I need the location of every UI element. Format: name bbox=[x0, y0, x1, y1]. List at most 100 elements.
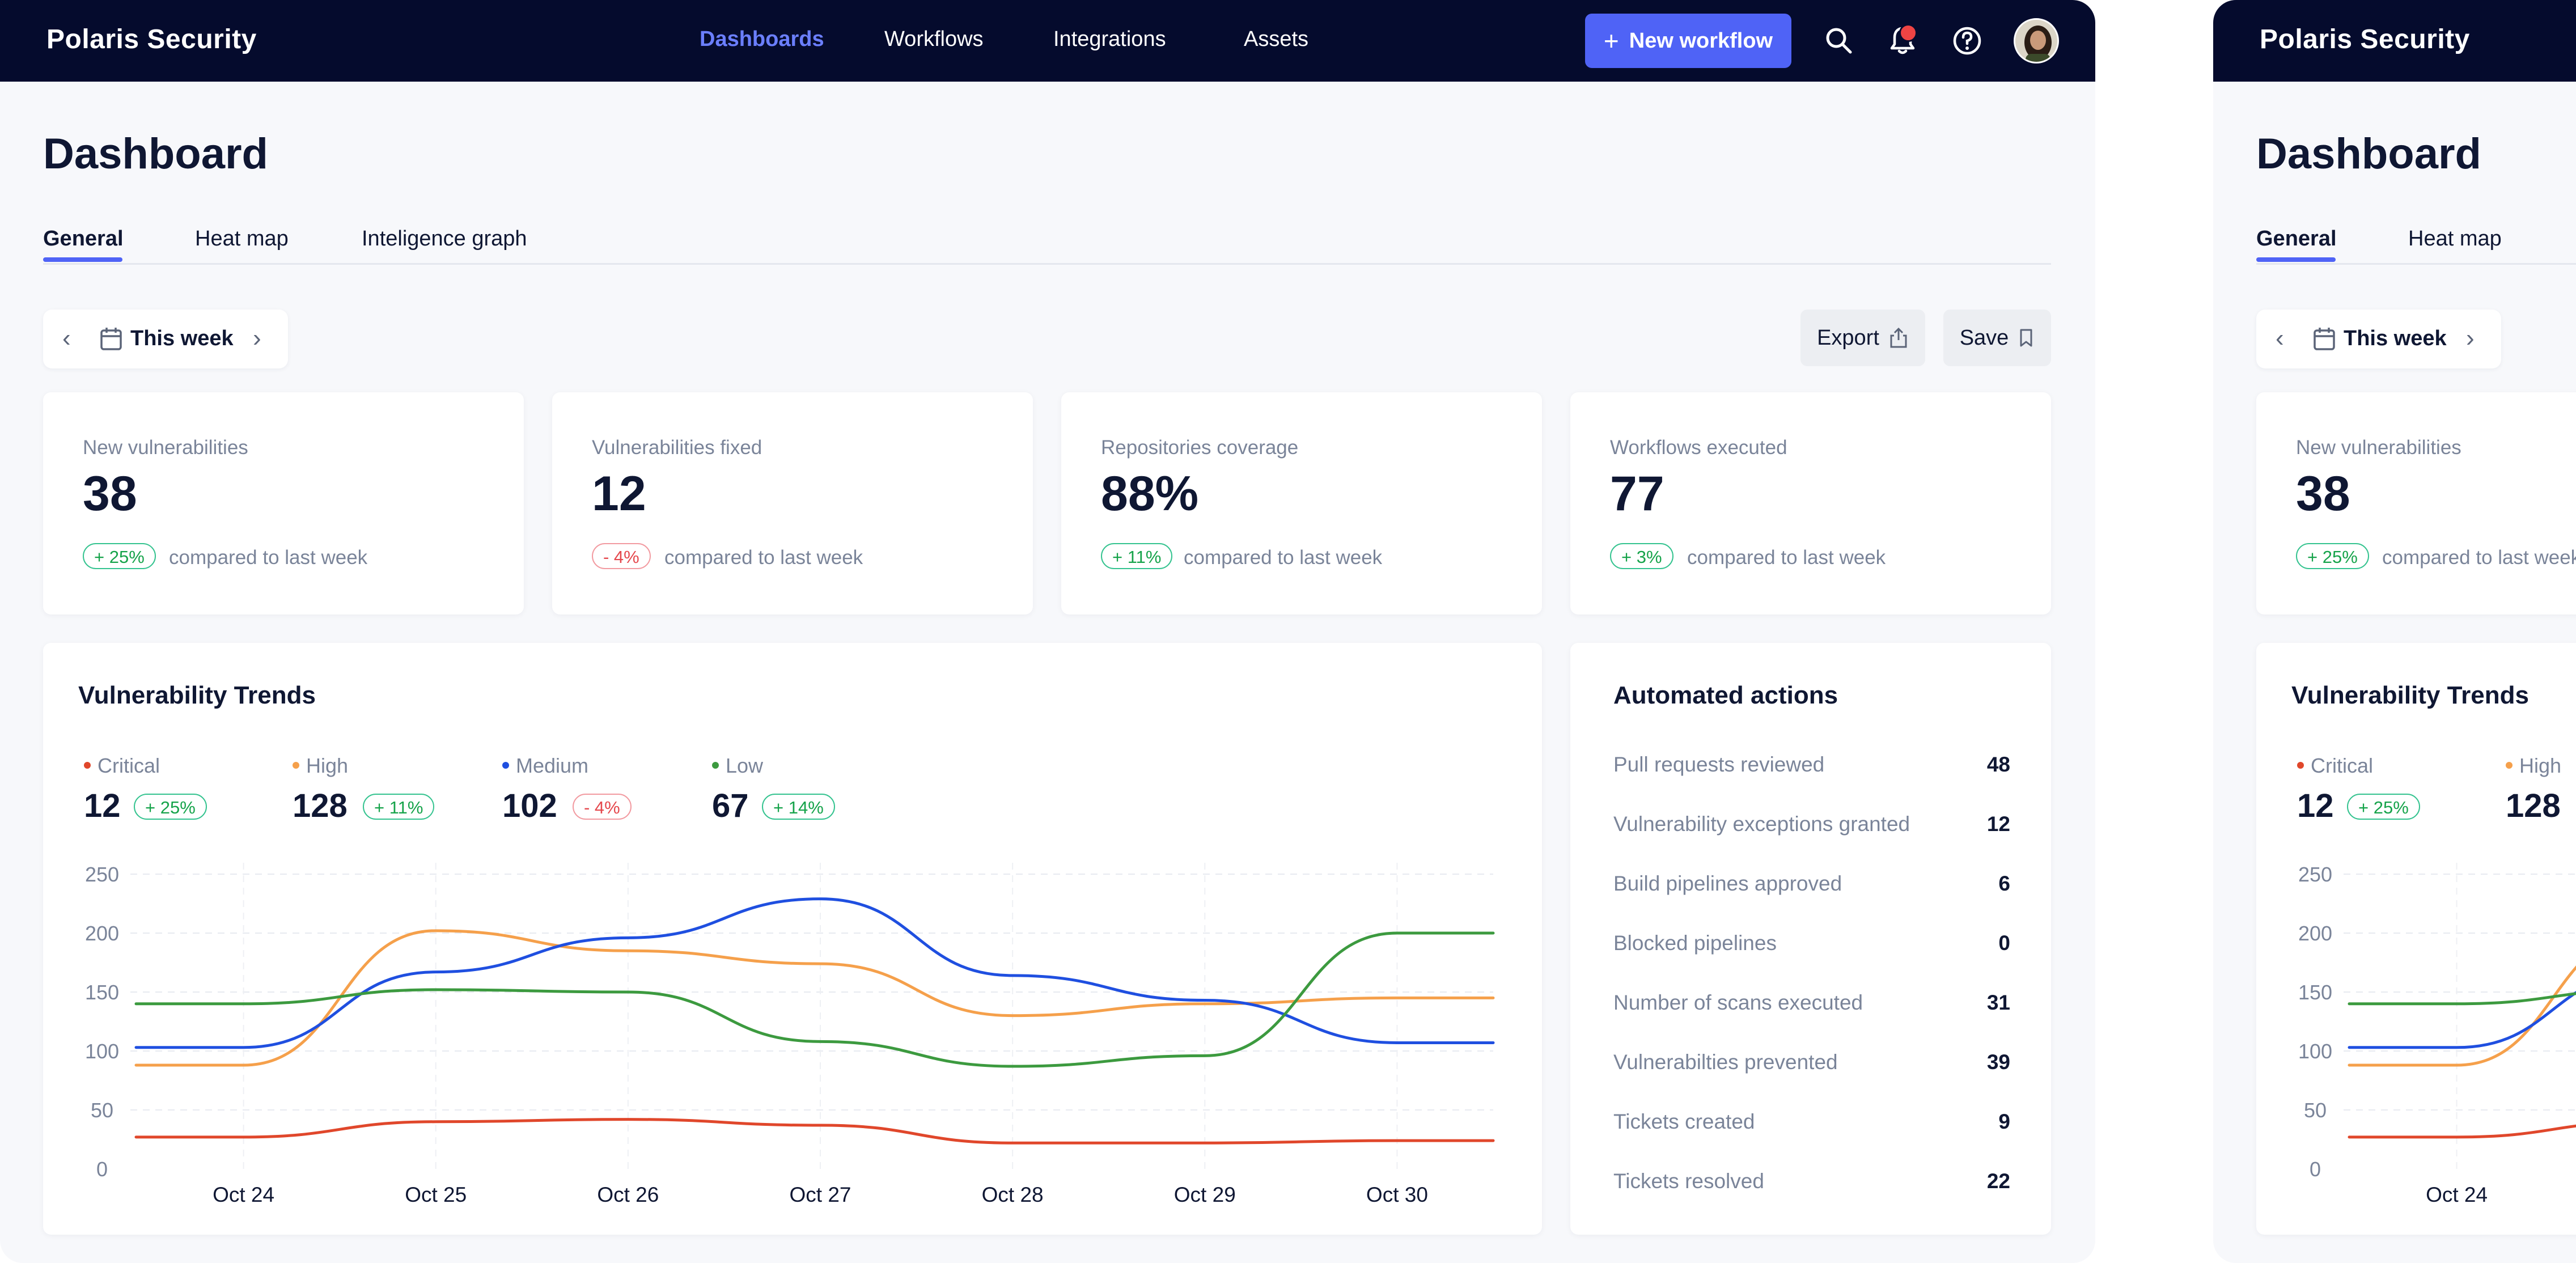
change-badge: - 4% bbox=[592, 543, 651, 569]
change-badge: + 25% bbox=[83, 543, 156, 569]
medium-dot-icon bbox=[502, 762, 509, 769]
brand-logo[interactable]: Polaris Security bbox=[2260, 24, 2470, 54]
series-line-high bbox=[134, 929, 1495, 1067]
stat-value: 88% bbox=[1101, 467, 1199, 521]
series-line-low bbox=[134, 931, 1495, 1068]
severity-critical[interactable]: Critical 12 + 25% bbox=[2297, 754, 2420, 824]
export-button[interactable]: Export bbox=[1800, 310, 1925, 366]
severity-value: 102 bbox=[502, 787, 557, 824]
action-value: 0 bbox=[1998, 931, 2010, 955]
tab-heat-map[interactable]: Heat map bbox=[195, 227, 289, 251]
chevron-left-icon[interactable]: ‹ bbox=[2276, 324, 2284, 352]
user-avatar[interactable] bbox=[2014, 18, 2059, 63]
action-value: 39 bbox=[1986, 1050, 2010, 1074]
y-tick-label: 200 bbox=[85, 922, 119, 945]
severity-name: Low bbox=[726, 754, 764, 777]
y-tick-label: 150 bbox=[85, 981, 119, 1004]
search-icon[interactable] bbox=[1821, 23, 1857, 59]
tab-general[interactable]: General bbox=[2256, 227, 2337, 251]
period-label[interactable]: This week bbox=[2344, 327, 2447, 350]
tab-heat-map[interactable]: Heat map bbox=[2408, 227, 2502, 251]
dashboard-frame: Polaris Security Dashboards Workflows In… bbox=[0, 0, 2095, 1224]
series-line-critical bbox=[134, 1118, 1495, 1145]
series-line-low bbox=[2348, 992, 2576, 1006]
action-row: Pull requests reviewed 48 bbox=[1613, 753, 2010, 787]
nav-assets[interactable]: Assets bbox=[1244, 27, 1309, 51]
stat-value: 77 bbox=[1610, 467, 1664, 521]
action-row: Vulnerability exceptions granted 12 bbox=[1613, 812, 2010, 846]
high-dot-icon bbox=[2506, 762, 2513, 769]
period-label[interactable]: This week bbox=[130, 327, 234, 350]
action-label: Vulnerabilties prevented bbox=[1613, 1050, 1838, 1074]
severity-high[interactable]: High 128 bbox=[2506, 754, 2561, 824]
change-badge: - 4% bbox=[573, 794, 632, 820]
action-label: Tickets resolved bbox=[1613, 1169, 1764, 1193]
action-row: Vulnerabilties prevented 39 bbox=[1613, 1050, 2010, 1084]
dashboard-tabs: General Heat map bbox=[2256, 227, 2576, 265]
brand-logo[interactable]: Polaris Security bbox=[46, 24, 257, 54]
bookmark-icon bbox=[2020, 329, 2032, 347]
dashboard-frame-duplicate: Polaris Security Dashboard General Heat … bbox=[2213, 0, 2576, 1263]
calendar-icon bbox=[100, 328, 122, 350]
help-icon[interactable] bbox=[1949, 23, 1985, 59]
chevron-right-icon[interactable]: › bbox=[253, 324, 261, 352]
comparison-note: compared to last week bbox=[1687, 546, 1886, 569]
action-label: Vulnerability exceptions granted bbox=[1613, 812, 1910, 836]
action-label: Pull requests reviewed bbox=[1613, 753, 1825, 776]
severity-name: High bbox=[306, 754, 349, 777]
stat-label: Workflows executed bbox=[1610, 436, 1787, 459]
save-label: Save bbox=[1959, 325, 2009, 350]
severity-low[interactable]: Low 67 + 14% bbox=[712, 754, 835, 824]
severity-high[interactable]: High 128 + 11% bbox=[293, 754, 435, 824]
chevron-right-icon[interactable]: › bbox=[2466, 324, 2475, 352]
x-tick-label: Oct 25 bbox=[405, 1183, 467, 1206]
stat-card: New vulnerabilities 38 + 25% compared to… bbox=[43, 392, 524, 614]
critical-dot-icon bbox=[84, 762, 91, 769]
nav-workflows[interactable]: Workflows bbox=[884, 27, 984, 51]
chevron-left-icon[interactable]: ‹ bbox=[62, 324, 71, 352]
action-value: 22 bbox=[1986, 1169, 2010, 1193]
top-navbar: Polaris Security bbox=[2213, 0, 2576, 82]
action-value: 6 bbox=[1998, 872, 2010, 895]
comparison-note: compared to last week bbox=[664, 546, 863, 569]
action-label: Blocked pipelines bbox=[1613, 931, 1777, 955]
severity-value: 12 bbox=[84, 787, 121, 824]
severity-value: 12 bbox=[2297, 787, 2334, 824]
action-label: Tickets created bbox=[1613, 1110, 1755, 1133]
new-workflow-button[interactable]: + New workflow bbox=[1585, 14, 1791, 68]
severity-critical[interactable]: Critical 12 + 25% bbox=[84, 754, 207, 824]
low-dot-icon bbox=[712, 762, 719, 769]
comparison-note: compared to last week bbox=[1184, 546, 1383, 569]
stat-card: Repositories coverage 88% + 11% compared… bbox=[1061, 392, 1542, 614]
stat-value: 38 bbox=[2296, 467, 2350, 521]
action-label: Build pipelines approved bbox=[1613, 872, 1842, 895]
y-tick-label: 50 bbox=[91, 1099, 113, 1122]
stat-value: 12 bbox=[592, 467, 646, 521]
x-tick-label: Oct 28 bbox=[982, 1183, 1044, 1206]
action-row: Tickets created 9 bbox=[1613, 1110, 2010, 1144]
y-tick-label: 50 bbox=[2304, 1099, 2327, 1122]
share-icon bbox=[1890, 327, 1907, 348]
tab-intelligence-graph[interactable]: Inteligence graph bbox=[362, 227, 527, 251]
save-button[interactable]: Save bbox=[1943, 310, 2051, 366]
stat-label: New vulnerabilities bbox=[83, 436, 248, 459]
severity-medium[interactable]: Medium 102 - 4% bbox=[502, 754, 632, 824]
change-badge: + 14% bbox=[762, 794, 835, 820]
y-tick-label: 250 bbox=[2298, 863, 2332, 886]
action-row: Number of scans executed 31 bbox=[1613, 991, 2010, 1025]
period-selector: ‹ This week › bbox=[2256, 310, 2501, 368]
page-title: Dashboard bbox=[2256, 130, 2481, 178]
stat-value: 38 bbox=[83, 467, 137, 521]
actions-title: Automated actions bbox=[1613, 681, 1838, 709]
change-badge: + 25% bbox=[134, 794, 207, 820]
series-line-medium bbox=[134, 897, 1495, 1049]
y-tick-label: 150 bbox=[2298, 981, 2332, 1004]
stat-label: Vulnerabilities fixed bbox=[592, 436, 762, 459]
action-row: Build pipelines approved 6 bbox=[1613, 872, 2010, 906]
severity-name: Critical bbox=[98, 754, 160, 777]
nav-integrations[interactable]: Integrations bbox=[1053, 27, 1166, 51]
nav-dashboards[interactable]: Dashboards bbox=[700, 27, 824, 51]
tab-general[interactable]: General bbox=[43, 227, 124, 251]
